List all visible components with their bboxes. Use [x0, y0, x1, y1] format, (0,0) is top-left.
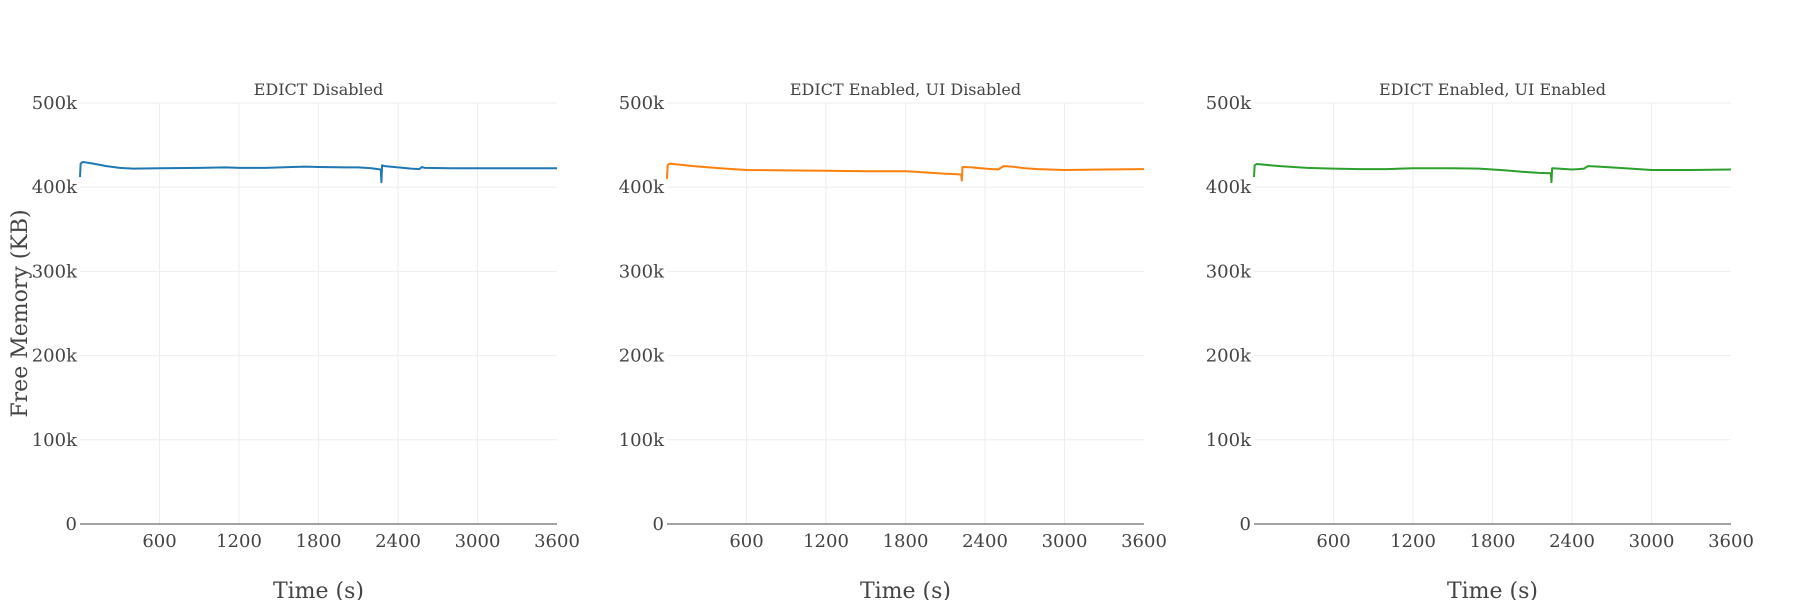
x-tick-label: 1200	[803, 531, 849, 552]
y-tick-label: 200k	[32, 346, 78, 367]
series-line	[79, 160, 557, 184]
x-tick-label: 3600	[1121, 531, 1167, 552]
y-tick-label: 100k	[32, 430, 78, 451]
x-axis-title: Time (s)	[1447, 579, 1538, 600]
series-line	[666, 162, 1145, 182]
y-tick-label: 300k	[32, 261, 78, 282]
x-tick-label: 3600	[534, 531, 580, 552]
x-axis-title: Time (s)	[860, 579, 951, 600]
x-tick-label: 600	[142, 531, 176, 552]
chart-panel-2: 0 100k 200k 300k 400k 500k 600 1200 1800 2400 3000…	[619, 80, 1167, 600]
y-tick-label: 400k	[1206, 177, 1252, 198]
y-tick-label: 400k	[32, 177, 78, 198]
y-axis-title: Free Memory (KB)	[8, 209, 33, 417]
x-axis-title: Time (s)	[273, 579, 364, 600]
y-tick-label: 200k	[619, 346, 665, 367]
series-line	[1253, 163, 1732, 184]
y-tick-label: 500k	[1206, 93, 1252, 114]
chart-title: EDICT Enabled, UI Enabled	[1379, 80, 1606, 99]
x-tick-label: 1200	[1390, 531, 1436, 552]
y-tick-label: 0	[653, 514, 664, 535]
y-tick-label: 400k	[619, 177, 665, 198]
x-tick-label: 600	[1316, 531, 1350, 552]
y-tick-label: 100k	[619, 430, 665, 451]
x-tick-label: 3600	[1708, 531, 1754, 552]
x-tick-label: 1200	[216, 531, 262, 552]
x-tick-label: 1800	[1470, 531, 1516, 552]
x-tick-label: 3000	[1042, 531, 1088, 552]
y-tick-label: 300k	[1206, 261, 1252, 282]
x-tick-label: 3000	[455, 531, 501, 552]
x-tick-label: 1800	[883, 531, 929, 552]
x-tick-label: 3000	[1629, 531, 1675, 552]
chart-title: EDICT Disabled	[254, 80, 384, 99]
y-tick-label: 200k	[1206, 346, 1252, 367]
x-tick-label: 600	[729, 531, 763, 552]
chart-panel-1: 0 100k 200k 300k 400k 500k 600 1200 1800 2400 3000…	[8, 80, 580, 600]
x-tick-label: 1800	[296, 531, 342, 552]
y-tick-label: 100k	[1206, 430, 1252, 451]
x-tick-label: 2400	[1549, 531, 1595, 552]
chart-panel-3: 0 100k 200k 300k 400k 500k 600 1200 1800 2400 3000…	[1206, 80, 1754, 600]
y-tick-label: 500k	[32, 93, 78, 114]
x-tick-label: 2400	[375, 531, 421, 552]
y-tick-label: 0	[66, 514, 77, 535]
y-tick-label: 0	[1240, 514, 1251, 535]
y-tick-label: 500k	[619, 93, 665, 114]
x-tick-label: 2400	[962, 531, 1008, 552]
chart-title: EDICT Enabled, UI Disabled	[790, 80, 1021, 99]
y-tick-label: 300k	[619, 261, 665, 282]
